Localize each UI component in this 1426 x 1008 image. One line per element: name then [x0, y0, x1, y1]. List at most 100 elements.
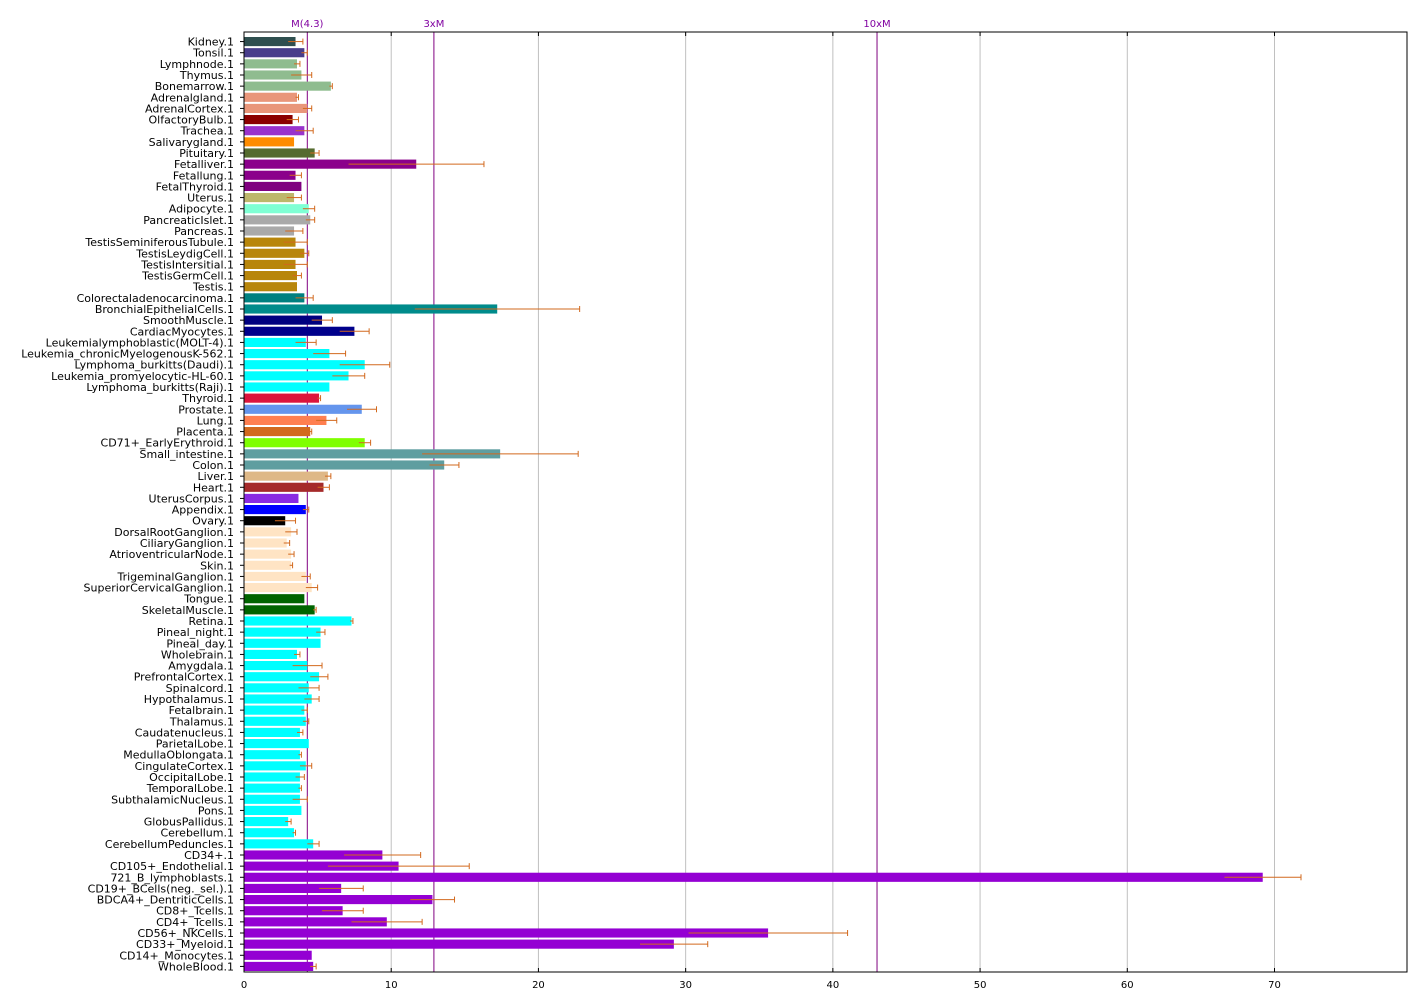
category-label: TestisGermCell.1 — [141, 270, 234, 283]
bar — [244, 928, 769, 938]
bar — [244, 672, 320, 682]
category-label: Tonsil.1 — [192, 47, 234, 60]
bar — [244, 839, 314, 849]
bar — [244, 460, 445, 470]
category-label: Leukemia_chronicMyelogenousK-562.1 — [21, 348, 234, 361]
bar — [244, 605, 315, 615]
bar — [244, 438, 365, 448]
bar — [244, 750, 300, 760]
category-label: Bonemarrow.1 — [155, 80, 234, 93]
bar — [244, 571, 306, 581]
category-label: Pineal_night.1 — [157, 626, 234, 639]
bar — [244, 794, 300, 804]
category-label: TestisLeydigCell.1 — [135, 247, 234, 260]
bar — [244, 493, 299, 503]
category-label: SmoothMuscle.1 — [143, 314, 234, 327]
category-label: Liver.1 — [198, 470, 234, 483]
bar — [244, 594, 305, 604]
error-bars — [274, 38, 1302, 970]
category-label: Uterus.1 — [187, 192, 234, 205]
category-label: Amygdala.1 — [168, 660, 234, 673]
category-label: Pancreas.1 — [174, 225, 234, 238]
category-label: Pituitary.1 — [179, 147, 234, 160]
bar — [244, 527, 292, 537]
category-label: AdrenalCortex.1 — [145, 102, 234, 115]
bar — [244, 805, 302, 815]
category-label: CD71+_EarlyErythroid.1 — [101, 437, 234, 450]
bar — [244, 382, 330, 392]
category-label: CD56+_NKCells.1 — [138, 927, 235, 940]
bar — [244, 761, 306, 771]
category-label: CD14+_Monocytes.1 — [119, 949, 234, 962]
bar — [244, 371, 349, 381]
bar — [244, 638, 321, 648]
y-axis-labels: Kidney.1Tonsil.1Lymphnode.1Thymus.1Bonem… — [21, 36, 244, 973]
category-label: Kidney.1 — [188, 36, 234, 49]
bar — [244, 727, 300, 737]
bar — [244, 817, 289, 827]
category-label: Leukemialymphoblastic(MOLT-4).1 — [46, 336, 234, 349]
category-label: Placenta.1 — [176, 426, 234, 439]
category-label: SubthalamicNucleus.1 — [111, 793, 234, 806]
bar — [244, 694, 312, 704]
x-tick-label: 50 — [974, 980, 987, 991]
category-label: Skin.1 — [200, 559, 234, 572]
category-label: DorsalRootGanglion.1 — [114, 526, 234, 539]
x-tick-label: 40 — [826, 980, 839, 991]
category-label: Ovary.1 — [192, 515, 234, 528]
category-label: Colorectaladenocarcinoma.1 — [77, 292, 234, 305]
category-label: Leukemia_promyelocytic-HL-60.1 — [51, 370, 234, 383]
bar — [244, 293, 305, 303]
category-label: Salivarygland.1 — [149, 136, 234, 149]
bar — [244, 783, 300, 793]
category-label: TemporalLobe.1 — [146, 782, 234, 795]
bar — [244, 81, 331, 91]
bar — [244, 70, 302, 80]
category-label: ParietalLobe.1 — [156, 738, 234, 751]
bar — [244, 427, 311, 437]
x-axis-ticks: 0 10 20 30 40 50 60 70 — [241, 32, 1281, 991]
category-label: Wholebrain.1 — [161, 648, 234, 661]
bar — [244, 683, 309, 693]
category-label: SuperiorCervicalGanglion.1 — [84, 582, 234, 595]
bar — [244, 449, 501, 459]
category-label: Adrenalgland.1 — [151, 91, 234, 104]
category-label: UterusCorpus.1 — [149, 492, 234, 505]
category-label: Pineal_day.1 — [166, 637, 234, 650]
category-label: PancreaticIslet.1 — [143, 214, 234, 227]
category-label: Fetalliver.1 — [174, 158, 234, 171]
category-label: CD33+_Myeloid.1 — [136, 938, 234, 951]
category-label: Hypothalamus.1 — [144, 693, 234, 706]
bar — [244, 137, 295, 147]
bar — [244, 917, 387, 927]
category-label: PrefrontalCortex.1 — [134, 671, 234, 684]
category-label: 721_B_lymphoblasts.1 — [110, 871, 234, 884]
x-tick-label: 0 — [241, 980, 247, 991]
bar — [244, 950, 312, 960]
bar — [244, 772, 300, 782]
bar — [244, 661, 308, 671]
category-label: TestisSeminiferousTubule.1 — [84, 236, 234, 249]
category-label: TestisIntersitial.1 — [140, 258, 234, 271]
bar — [244, 415, 327, 425]
bar — [244, 583, 312, 593]
bar — [244, 471, 328, 481]
bar — [244, 193, 295, 203]
bar — [244, 159, 417, 169]
category-label: BronchialEpithelialCells.1 — [95, 303, 234, 316]
category-label: CD34+.1 — [184, 849, 234, 862]
bar — [244, 705, 305, 715]
bar — [244, 237, 296, 247]
bar — [244, 181, 302, 191]
category-label: Spinalcord.1 — [166, 682, 234, 695]
category-label: GlobusPallidus.1 — [144, 816, 234, 829]
bar — [244, 204, 309, 214]
bar — [244, 304, 498, 314]
category-label: Thalamus.1 — [169, 715, 234, 728]
category-label: Retina.1 — [189, 615, 235, 628]
category-label: CD8+_Tcells.1 — [156, 905, 234, 918]
bar — [244, 282, 297, 292]
category-label: TrigeminalGanglion.1 — [117, 570, 235, 583]
bar — [244, 961, 314, 971]
category-label: Prostate.1 — [178, 403, 234, 416]
